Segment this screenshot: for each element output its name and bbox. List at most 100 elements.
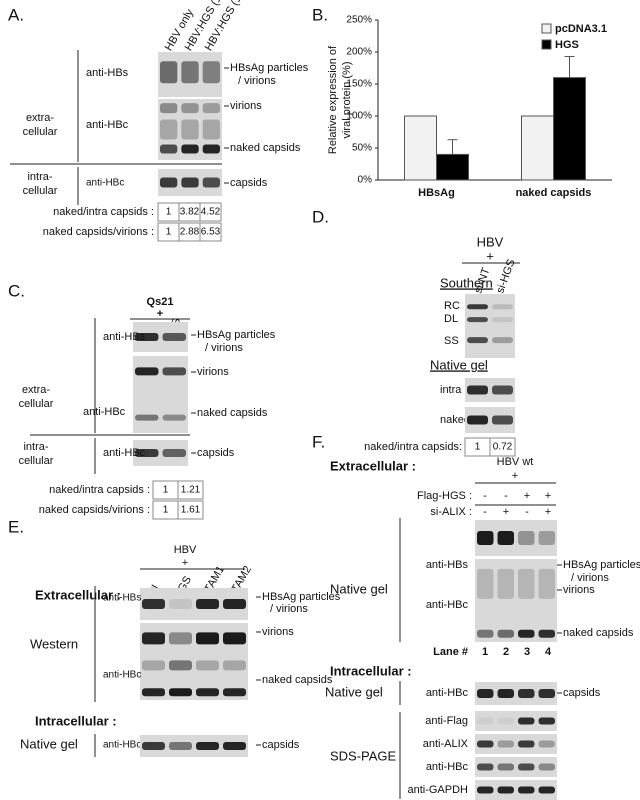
y-tick-label: 0% xyxy=(358,175,373,186)
antibody: anti-HBc xyxy=(83,406,126,418)
compartment: cellular xyxy=(19,398,54,410)
x-tick-label: naked capsids xyxy=(516,187,592,199)
band xyxy=(223,599,246,609)
band xyxy=(477,629,494,638)
band-label: capsids xyxy=(197,447,235,459)
band xyxy=(497,786,514,794)
blot xyxy=(140,735,248,757)
band xyxy=(202,177,220,188)
band xyxy=(162,414,186,421)
antibody: anti-HBc xyxy=(103,670,141,681)
ratio-name: naked/intra capsids : xyxy=(53,206,154,218)
band xyxy=(196,688,219,697)
band xyxy=(477,689,494,698)
compartment: cellular xyxy=(19,455,54,467)
ratio-cell xyxy=(489,437,516,457)
band xyxy=(492,337,513,344)
antibody: anti-HBc xyxy=(426,687,469,699)
band xyxy=(202,61,220,84)
lane-number: 3 xyxy=(524,646,530,658)
y-tick-label: 200% xyxy=(346,47,372,58)
bar xyxy=(553,77,586,181)
ratio-cell xyxy=(199,202,222,222)
ratio-value: 0.72 xyxy=(493,442,513,453)
sign: - xyxy=(483,506,487,518)
ratio-name: naked/intra capsids : xyxy=(49,484,150,496)
band-label: / virions xyxy=(205,342,243,354)
band-label: HBsAg particles xyxy=(230,62,309,74)
plus: + xyxy=(486,248,494,263)
blot xyxy=(475,711,557,731)
section: Southern xyxy=(440,275,493,290)
band xyxy=(467,385,488,395)
ratio-name: naked capsids/virions : xyxy=(39,504,150,516)
band xyxy=(497,531,514,545)
band xyxy=(492,385,513,395)
legend-swatch xyxy=(541,23,552,34)
band xyxy=(497,568,514,599)
panel-letter: C. xyxy=(8,281,25,300)
lane-number: 1 xyxy=(482,646,488,658)
band xyxy=(181,103,199,114)
compartment: extra- xyxy=(22,384,50,396)
band xyxy=(467,337,488,344)
sign: - xyxy=(525,506,529,518)
band xyxy=(202,144,220,154)
band xyxy=(169,632,192,645)
band xyxy=(160,103,178,114)
band xyxy=(196,742,219,750)
band xyxy=(142,599,165,609)
band xyxy=(142,688,165,697)
band xyxy=(518,763,535,771)
panel-letter: B. xyxy=(312,5,328,24)
band xyxy=(477,717,494,725)
sign: + xyxy=(524,490,530,502)
antibody: anti-Flag xyxy=(425,715,468,727)
band xyxy=(497,689,514,698)
ratio-cell xyxy=(177,480,204,500)
band xyxy=(538,629,555,638)
ratio-value: 4.52 xyxy=(201,207,221,218)
treatment: Qs21 xyxy=(147,296,174,308)
band xyxy=(135,367,159,376)
band-label: RC xyxy=(444,300,460,312)
band xyxy=(202,119,220,140)
y-tick-label: 50% xyxy=(352,143,372,154)
band-label: naked capsids xyxy=(230,142,301,154)
method: Western xyxy=(30,636,78,651)
blot xyxy=(475,780,557,800)
ratio-name: naked/intra capsids: xyxy=(364,441,462,453)
band-label: capsids xyxy=(230,177,268,189)
ratio-value: 1 xyxy=(475,442,481,453)
ratio-value: 1.61 xyxy=(181,505,201,516)
legend-swatch xyxy=(541,39,552,50)
band xyxy=(162,333,186,341)
method: Native gel xyxy=(330,581,388,596)
lane-number: 4 xyxy=(545,646,552,658)
blot xyxy=(475,559,557,642)
band xyxy=(467,304,488,310)
band xyxy=(538,740,555,748)
compartment: intra- xyxy=(27,171,52,183)
lane-number: 2 xyxy=(503,646,509,658)
band-label: / virions xyxy=(238,75,276,87)
blot xyxy=(475,682,557,705)
band-label: capsids xyxy=(262,739,300,751)
condition: si-ALIX : xyxy=(430,506,472,518)
compartment: cellular xyxy=(23,126,58,138)
antibody: anti-HBs xyxy=(103,593,141,604)
band xyxy=(497,763,514,771)
antibody: anti-HBc xyxy=(426,599,469,611)
band xyxy=(181,177,199,188)
ratio-value: 1 xyxy=(166,227,172,238)
band xyxy=(467,317,488,323)
antibody: anti-HBc xyxy=(86,119,129,131)
blot xyxy=(465,294,515,358)
band xyxy=(477,786,494,794)
ratio-value: 2.88 xyxy=(180,227,200,238)
y-tick-label: 100% xyxy=(346,111,372,122)
band xyxy=(518,629,535,638)
band xyxy=(492,304,513,310)
compartment: cellular xyxy=(23,185,58,197)
band xyxy=(538,531,555,545)
